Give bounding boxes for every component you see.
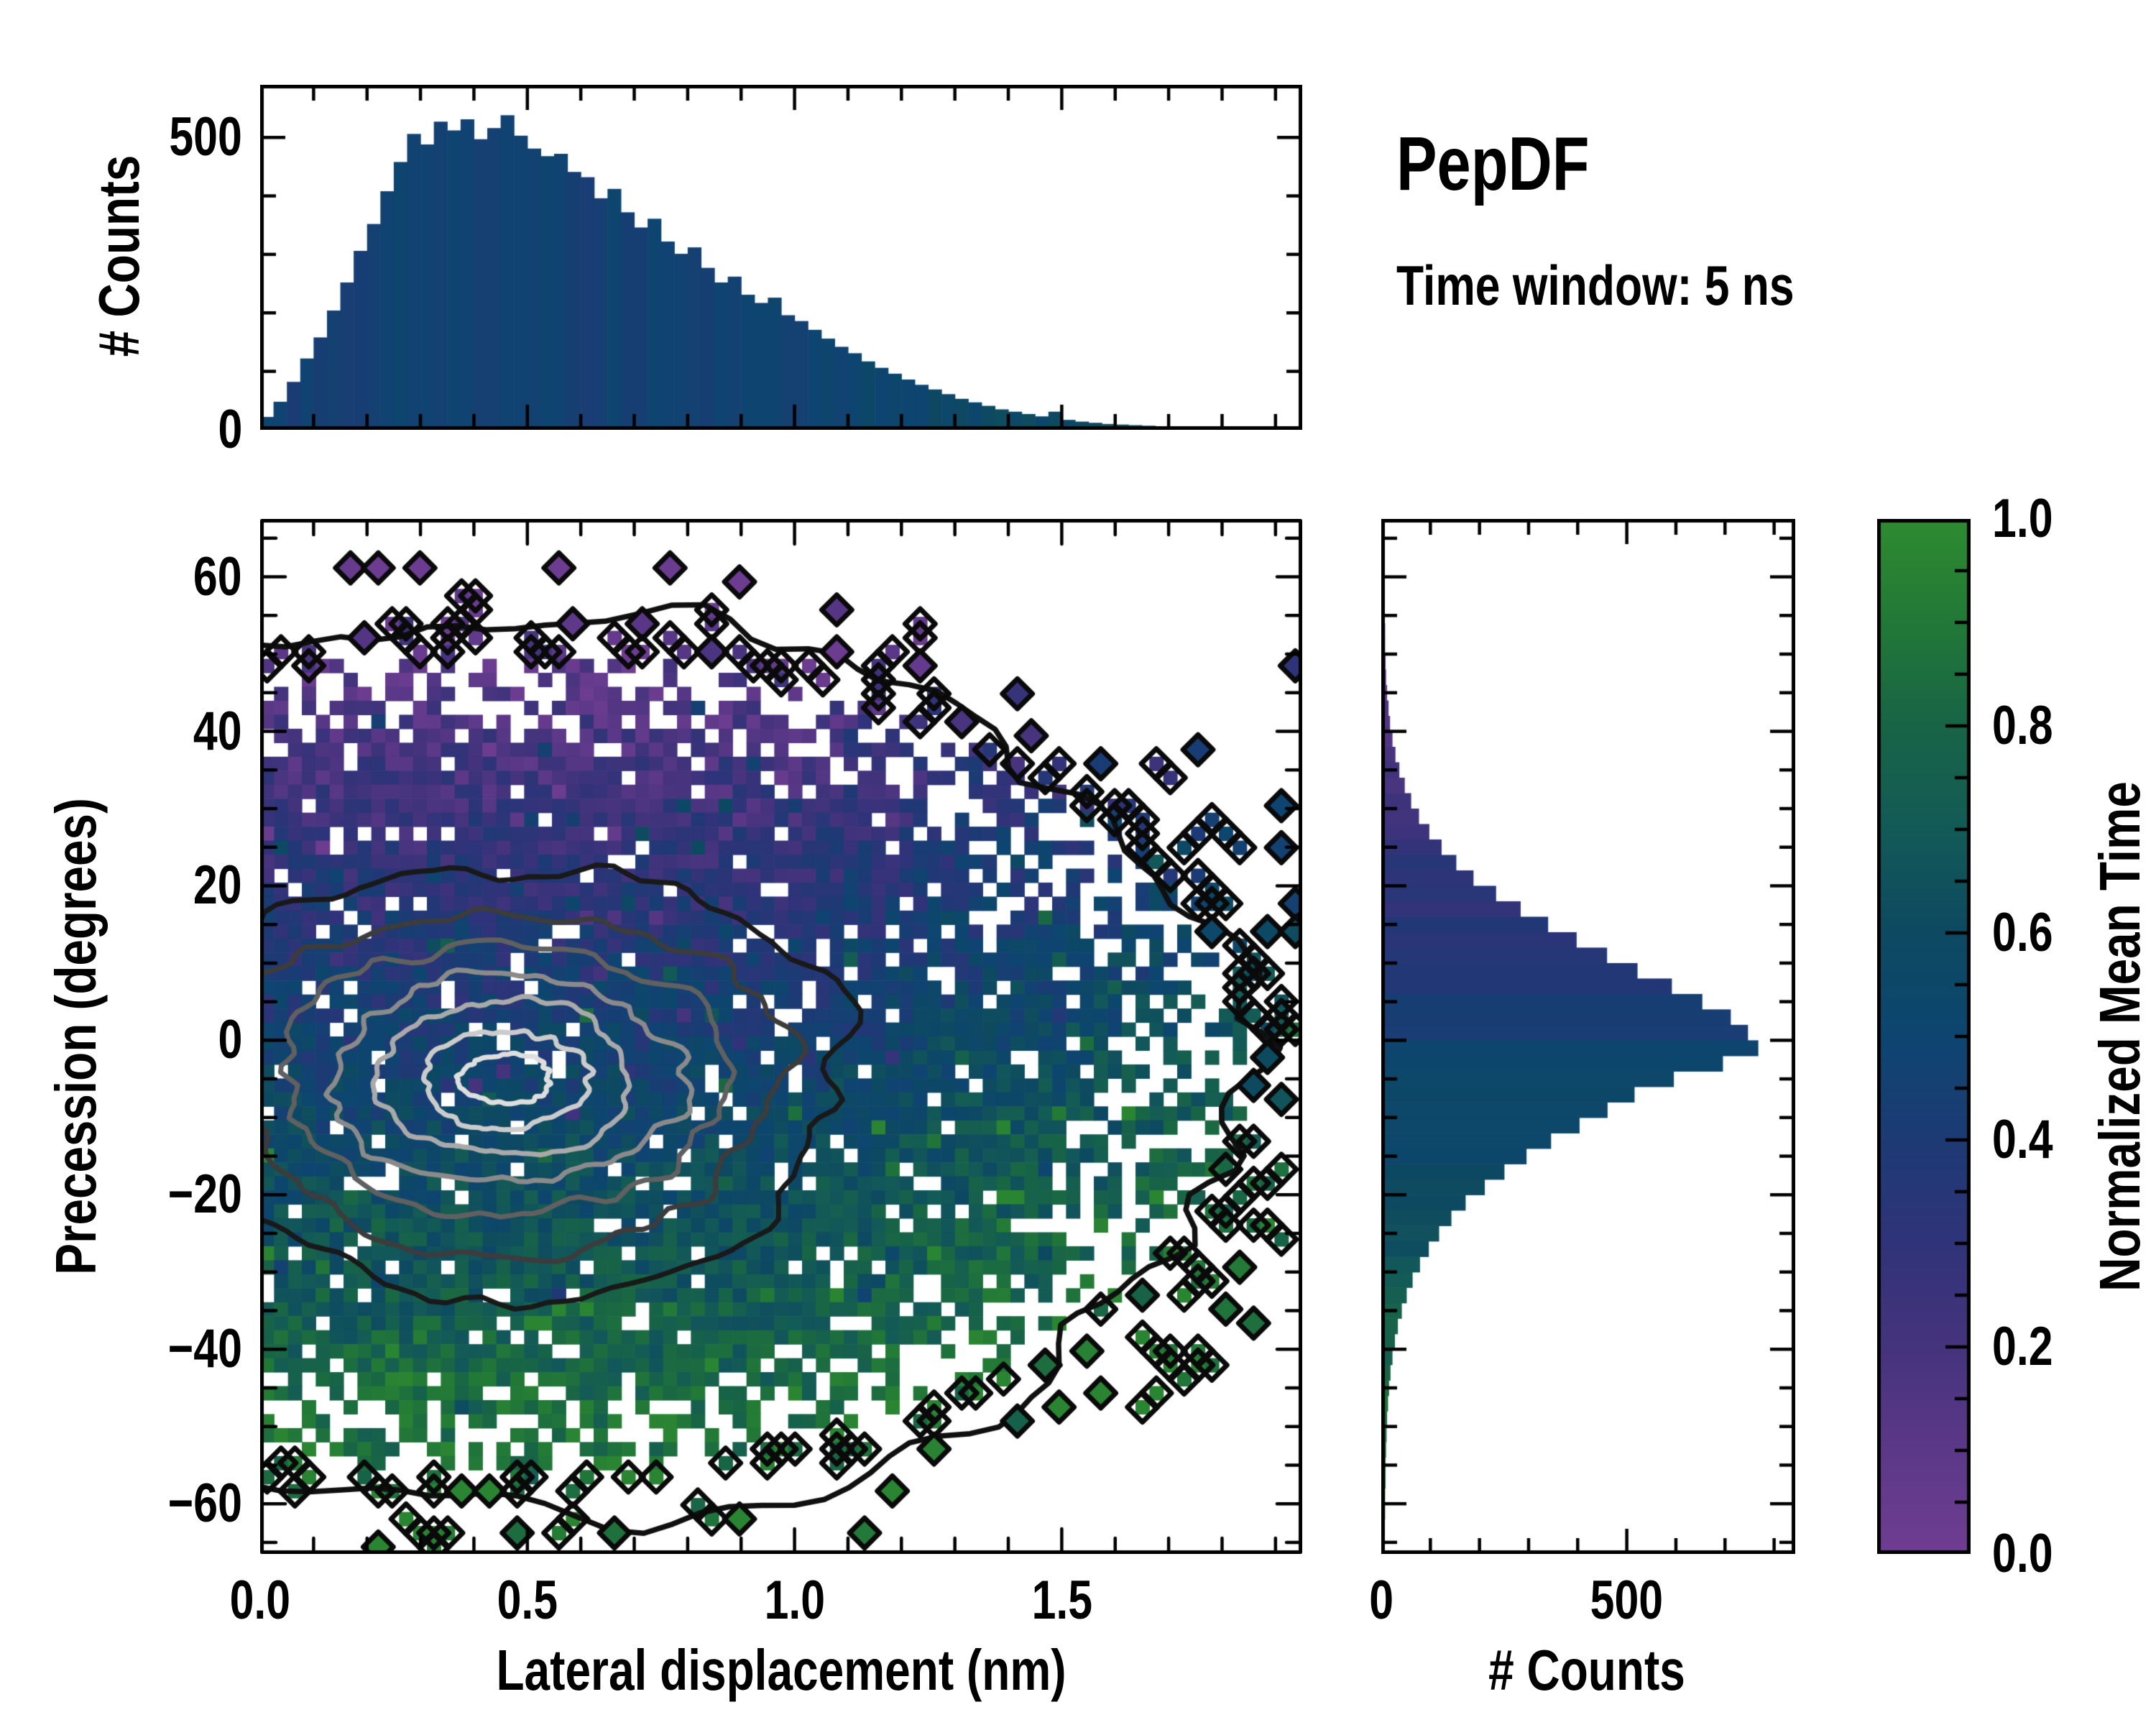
main-x-tick-label: 0.5 — [434, 1570, 621, 1631]
right-hist-x-axis-label: # Counts — [1464, 1637, 1710, 1703]
main-y-tick-label: 0 — [41, 1010, 242, 1070]
colorbar-label-text: Normalized Mean Time — [2088, 781, 2152, 1292]
main-y-tick-label: −20 — [41, 1164, 242, 1225]
colorbar-tick-label-text: 0.8 — [1992, 695, 2053, 756]
colorbar-tick-label: 1.0 — [1992, 489, 2156, 549]
figure-title: PepDF — [1396, 121, 1638, 208]
colorbar-tick-label-text: 0.6 — [1992, 902, 2053, 963]
main-y-tick-label-text: −60 — [167, 1473, 242, 1535]
main-y-tick-label-text: −20 — [167, 1164, 242, 1225]
main-x-tick-label-text: 0.5 — [497, 1570, 558, 1631]
right-histogram-canvas — [1381, 519, 1795, 1554]
figure-title-text: PepDF — [1396, 121, 1590, 206]
right-hist-x-tick-label-text: 0 — [1369, 1570, 1393, 1631]
right-hist-x-tick-label: 0 — [1288, 1570, 1475, 1631]
main-y-tick-label-text: 20 — [193, 855, 242, 916]
top-hist-y-tick-label-text: 0 — [218, 399, 242, 460]
main-y-tick-label-text: 60 — [193, 546, 242, 607]
top-histogram-canvas — [260, 85, 1302, 430]
top-hist-y-tick-label-text: 500 — [169, 106, 242, 168]
main-x-axis-label-text: Lateral displacement (nm) — [496, 1638, 1067, 1702]
colorbar-tick-label: 0.6 — [1992, 903, 2156, 963]
top-hist-y-tick-label: 0 — [41, 400, 242, 460]
main-x-axis-label: Lateral displacement (nm) — [425, 1637, 1137, 1703]
main-y-tick-label: 20 — [41, 855, 242, 916]
colorbar-tick-label: 0.2 — [1992, 1317, 2156, 1377]
main-x-tick-label-text: 1.5 — [1031, 1570, 1092, 1631]
main-y-tick-label-text: 0 — [218, 1009, 242, 1071]
main-x-tick-label-text: 1.0 — [764, 1570, 825, 1631]
main-y-tick-label: −40 — [41, 1319, 242, 1379]
main-x-tick-label-text: 0.0 — [229, 1570, 291, 1631]
main-x-tick-label: 1.5 — [968, 1570, 1155, 1631]
colorbar-canvas — [1877, 519, 1971, 1554]
main-y-tick-label-text: 40 — [193, 700, 242, 762]
main-heatmap-canvas — [260, 519, 1302, 1554]
figure-subtitle: Time window: 5 ns — [1396, 253, 1894, 318]
top-hist-y-tick-label: 500 — [41, 107, 242, 167]
main-x-tick-label: 1.0 — [701, 1570, 888, 1631]
right-hist-x-axis-label-text: # Counts — [1488, 1638, 1685, 1702]
right-hist-x-tick-label: 500 — [1534, 1570, 1720, 1631]
colorbar-tick-label-text: 0.0 — [1992, 1523, 2053, 1584]
right-hist-x-tick-label-text: 500 — [1590, 1570, 1664, 1631]
main-y-tick-label-text: −40 — [167, 1318, 242, 1380]
main-x-tick-label: 0.0 — [167, 1570, 354, 1631]
colorbar-tick-label: 0.8 — [1992, 696, 2156, 756]
top-hist-y-axis-label-text: # Counts — [87, 155, 151, 357]
colorbar-tick-label-text: 1.0 — [1992, 488, 2053, 549]
colorbar-tick-label-text: 0.4 — [1992, 1109, 2053, 1170]
colorbar-tick-label-text: 0.2 — [1992, 1316, 2053, 1377]
main-y-tick-label: 60 — [41, 546, 242, 607]
main-y-tick-label: −60 — [41, 1473, 242, 1534]
main-y-tick-label: 40 — [41, 700, 242, 762]
colorbar-tick-label: 0.4 — [1992, 1110, 2156, 1170]
colorbar-label: Normalized Mean Time — [2087, 781, 2153, 1292]
top-hist-y-axis-label: # Counts — [86, 155, 152, 357]
figure-subtitle-text: Time window: 5 ns — [1396, 254, 1795, 317]
colorbar-tick-label: 0.0 — [1992, 1524, 2156, 1584]
